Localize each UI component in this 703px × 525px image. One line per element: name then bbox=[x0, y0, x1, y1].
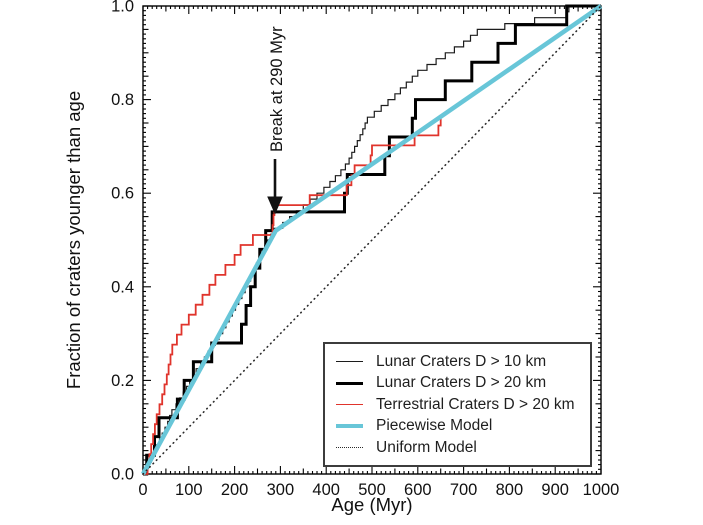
data-series bbox=[141, 4, 603, 476]
break-annotation-label: Break at 290 Myr bbox=[268, 26, 286, 152]
x-tick-label: 800 bbox=[496, 481, 524, 499]
legend-item-label: Lunar Craters D > 10 km bbox=[376, 352, 547, 370]
y-axis-title: Fraction of craters younger than age bbox=[63, 91, 84, 389]
y-tick-label: 0.0 bbox=[111, 466, 134, 484]
legend-item: Lunar Craters D > 10 km bbox=[336, 354, 586, 370]
legend-item-label: Piecewise Model bbox=[376, 417, 493, 435]
series-line-lunar-d20 bbox=[143, 4, 601, 476]
x-tick-label: 700 bbox=[450, 481, 478, 499]
x-tick-label: 600 bbox=[404, 481, 432, 499]
x-tick-label: 100 bbox=[175, 481, 203, 499]
legend-line-swatch-piecewise-model bbox=[336, 423, 363, 428]
legend-item-label: Terrestrial Craters D > 20 km bbox=[376, 395, 575, 413]
legend-line-swatch-terrestrial-d20 bbox=[336, 403, 363, 405]
x-tick-label: 900 bbox=[541, 481, 569, 499]
y-tick-label: 0.4 bbox=[111, 278, 134, 296]
x-axis-title: Age (Myr) bbox=[331, 494, 412, 515]
y-tick-label: 0.2 bbox=[111, 372, 134, 390]
series-line-terrestrial-d20 bbox=[143, 115, 442, 475]
legend-line-swatch-uniform-model bbox=[336, 446, 363, 448]
legend-item-label: Lunar Craters D > 20 km bbox=[376, 374, 547, 392]
x-tick-label: 200 bbox=[221, 481, 249, 499]
legend-item-label: Uniform Model bbox=[376, 438, 477, 456]
y-tick-label: 0.8 bbox=[111, 91, 134, 109]
legend-line-swatch-lunar-d20 bbox=[336, 381, 363, 385]
legend-item: Terrestrial Craters D > 20 km bbox=[336, 397, 586, 413]
x-tick-label: 300 bbox=[267, 481, 295, 499]
legend-item: Uniform Model bbox=[336, 438, 586, 456]
x-tick-label: 1000 bbox=[583, 481, 620, 499]
legend: Lunar Craters D > 10 km Lunar Craters D … bbox=[323, 342, 592, 467]
down-arrow-icon bbox=[267, 159, 283, 215]
axis-tick-labels: 0 100 200 300 400 500 600 700 800 900 1000 0.0 0.2 0.… bbox=[111, 0, 619, 499]
x-tick-label: 400 bbox=[312, 481, 340, 499]
x-tick-label: 500 bbox=[358, 481, 386, 499]
legend-item: Piecewise Model bbox=[336, 418, 586, 434]
y-tick-label: 0.6 bbox=[111, 185, 134, 203]
y-tick-label: 1.0 bbox=[111, 0, 134, 16]
series-line-piecewise-model bbox=[141, 4, 603, 476]
legend-item: Lunar Craters D > 20 km bbox=[336, 375, 586, 391]
x-tick-label: 0 bbox=[138, 481, 147, 499]
break-annotation: Break at 290 Myr bbox=[267, 26, 286, 215]
legend-line-swatch-lunar-d10 bbox=[336, 361, 363, 363]
series-line-uniform-model bbox=[142, 5, 602, 475]
axis-ticks bbox=[142, 5, 602, 475]
